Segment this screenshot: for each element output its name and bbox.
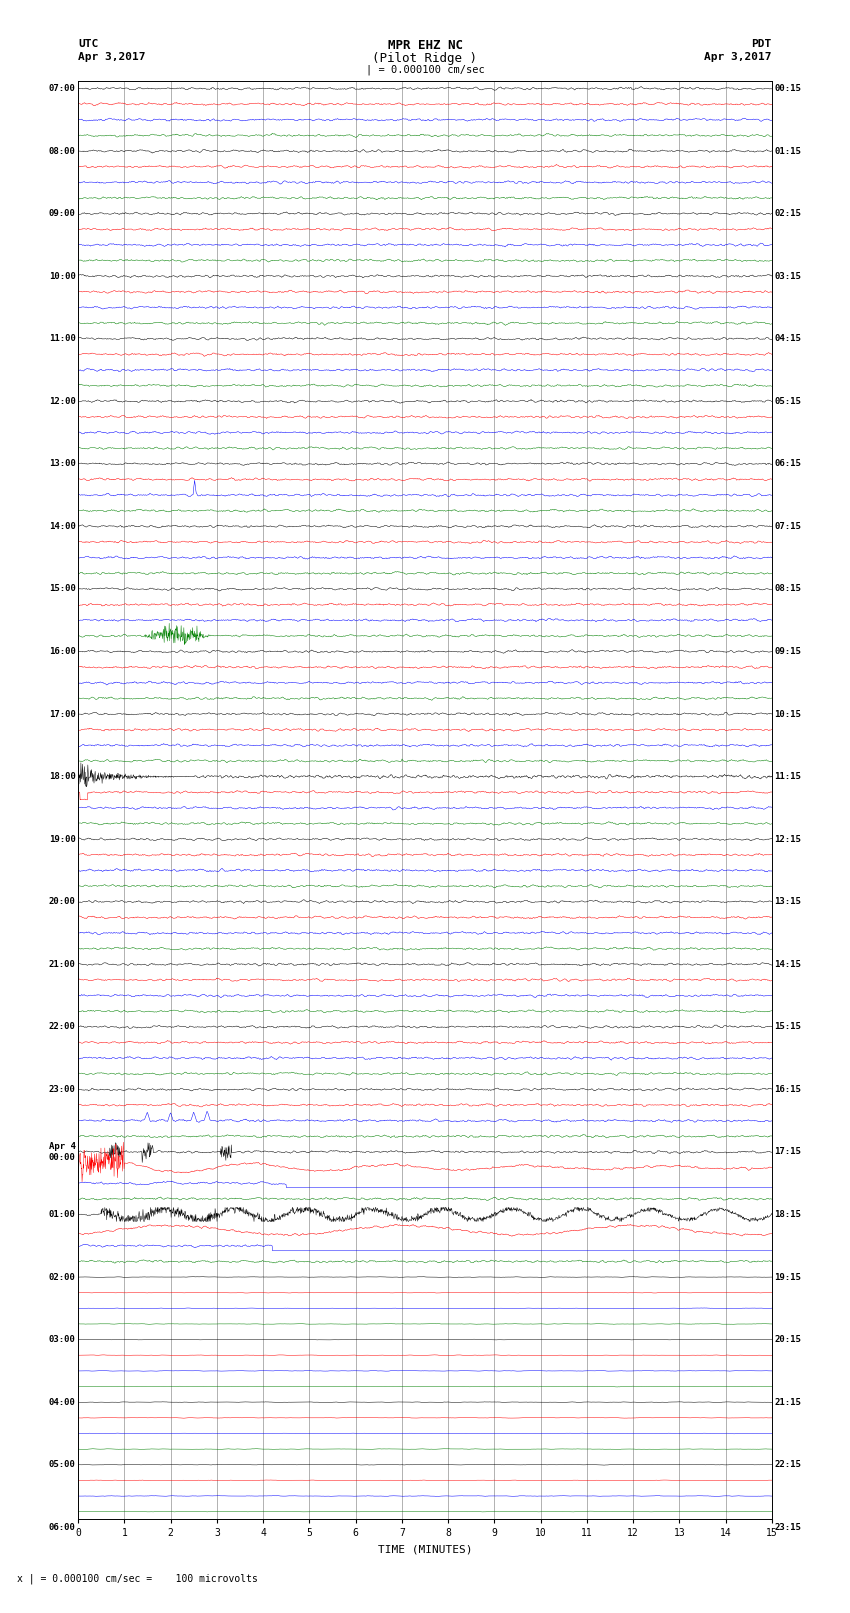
Text: 16:00: 16:00: [48, 647, 76, 656]
Text: 12:15: 12:15: [774, 834, 802, 844]
Text: UTC: UTC: [78, 39, 99, 48]
Text: 14:00: 14:00: [48, 523, 76, 531]
Text: 19:00: 19:00: [48, 834, 76, 844]
Text: 06:15: 06:15: [774, 460, 802, 468]
Text: Apr 3,2017: Apr 3,2017: [78, 52, 145, 61]
Text: 03:00: 03:00: [48, 1336, 76, 1344]
Text: 03:15: 03:15: [774, 271, 802, 281]
Text: Apr 3,2017: Apr 3,2017: [705, 52, 772, 61]
Text: 02:15: 02:15: [774, 210, 802, 218]
Text: 05:00: 05:00: [48, 1460, 76, 1469]
Text: 05:15: 05:15: [774, 397, 802, 406]
Text: 08:15: 08:15: [774, 584, 802, 594]
Text: 04:00: 04:00: [48, 1397, 76, 1407]
Text: 16:15: 16:15: [774, 1086, 802, 1094]
Text: 10:00: 10:00: [48, 271, 76, 281]
Text: PDT: PDT: [751, 39, 772, 48]
Text: 21:00: 21:00: [48, 960, 76, 969]
Text: Apr 4
00:00: Apr 4 00:00: [48, 1142, 76, 1161]
Text: 20:15: 20:15: [774, 1336, 802, 1344]
Text: 13:15: 13:15: [774, 897, 802, 907]
Text: 07:15: 07:15: [774, 523, 802, 531]
Text: 09:00: 09:00: [48, 210, 76, 218]
Text: 18:00: 18:00: [48, 773, 76, 781]
Text: 22:15: 22:15: [774, 1460, 802, 1469]
Text: 15:00: 15:00: [48, 584, 76, 594]
Text: 01:00: 01:00: [48, 1210, 76, 1219]
Text: 09:15: 09:15: [774, 647, 802, 656]
Text: 06:00: 06:00: [48, 1523, 76, 1532]
X-axis label: TIME (MINUTES): TIME (MINUTES): [377, 1544, 473, 1553]
Text: 12:00: 12:00: [48, 397, 76, 406]
Text: MPR EHZ NC: MPR EHZ NC: [388, 39, 462, 52]
Text: 07:00: 07:00: [48, 84, 76, 94]
Text: x | = 0.000100 cm/sec =    100 microvolts: x | = 0.000100 cm/sec = 100 microvolts: [17, 1573, 258, 1584]
Text: 11:15: 11:15: [774, 773, 802, 781]
Text: 20:00: 20:00: [48, 897, 76, 907]
Text: 08:00: 08:00: [48, 147, 76, 155]
Text: 15:15: 15:15: [774, 1023, 802, 1031]
Text: 17:00: 17:00: [48, 710, 76, 718]
Text: 22:00: 22:00: [48, 1023, 76, 1031]
Text: 23:00: 23:00: [48, 1086, 76, 1094]
Text: 23:15: 23:15: [774, 1523, 802, 1532]
Text: 18:15: 18:15: [774, 1210, 802, 1219]
Text: 10:15: 10:15: [774, 710, 802, 718]
Text: (Pilot Ridge ): (Pilot Ridge ): [372, 52, 478, 65]
Text: 21:15: 21:15: [774, 1397, 802, 1407]
Text: 14:15: 14:15: [774, 960, 802, 969]
Text: 01:15: 01:15: [774, 147, 802, 155]
Text: 19:15: 19:15: [774, 1273, 802, 1282]
Text: 11:00: 11:00: [48, 334, 76, 344]
Text: 02:00: 02:00: [48, 1273, 76, 1282]
Text: 13:00: 13:00: [48, 460, 76, 468]
Text: | = 0.000100 cm/sec: | = 0.000100 cm/sec: [366, 65, 484, 76]
Text: 00:15: 00:15: [774, 84, 802, 94]
Text: 17:15: 17:15: [774, 1147, 802, 1157]
Text: 04:15: 04:15: [774, 334, 802, 344]
